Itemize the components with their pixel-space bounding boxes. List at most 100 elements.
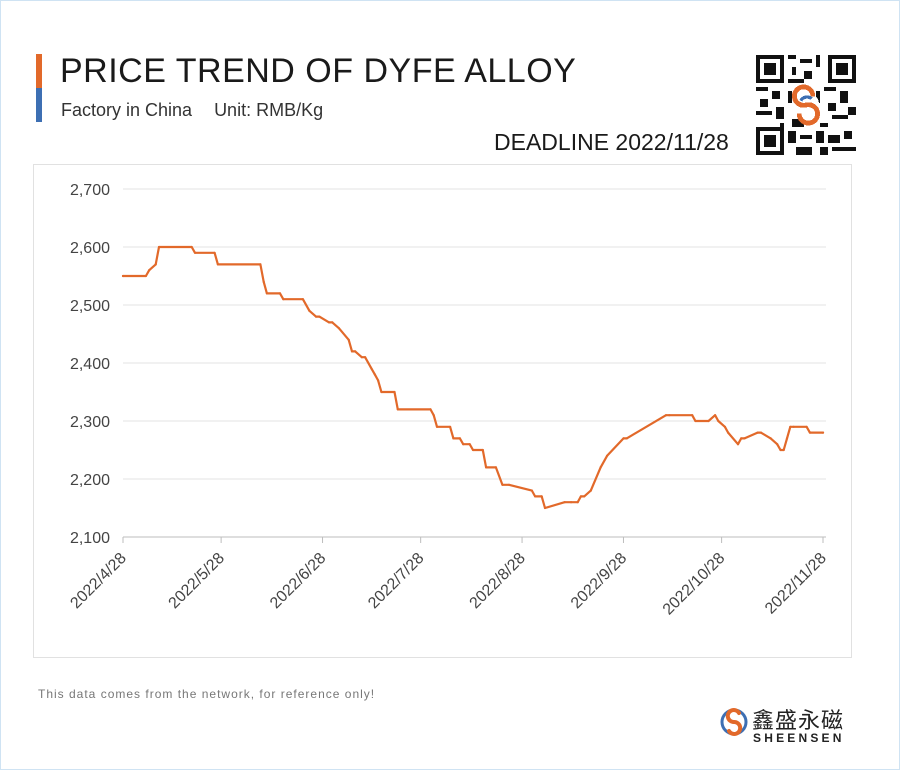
data-point <box>193 251 197 254</box>
y-tick-label: 2,400 <box>70 356 110 373</box>
x-tick-label: 2022/10/28 <box>660 550 729 619</box>
data-point <box>776 443 779 446</box>
x-tick-label: 2022/5/28 <box>166 550 228 612</box>
title-accent-bar <box>36 54 42 122</box>
data-point <box>821 431 825 434</box>
data-point <box>530 489 534 492</box>
data-point <box>664 414 668 417</box>
data-point <box>668 414 671 417</box>
qr-code-icon[interactable] <box>756 55 856 155</box>
data-point <box>360 356 363 359</box>
data-point <box>328 321 331 324</box>
data-point <box>694 419 697 423</box>
data-point <box>743 437 746 440</box>
data-point <box>707 419 710 423</box>
data-point <box>759 431 763 434</box>
data-point <box>259 263 262 266</box>
data-point <box>216 263 219 266</box>
data-point <box>468 443 471 446</box>
data-point <box>449 425 452 428</box>
logo-text-en: SHEENSEN <box>753 731 845 745</box>
data-point <box>452 437 455 440</box>
data-point <box>308 309 311 312</box>
data-point <box>736 443 740 446</box>
data-point <box>393 390 396 394</box>
data-point <box>121 274 125 278</box>
data-point <box>583 495 586 498</box>
x-tick-label: 2022/8/28 <box>467 550 529 612</box>
data-point <box>432 414 435 417</box>
data-point <box>354 350 357 353</box>
data-point <box>717 419 720 423</box>
y-axis-tick-labels: 2,100 2,200 2,300 2,400 2,500 2,600 2,700 <box>70 182 110 547</box>
data-point <box>805 425 808 428</box>
data-point <box>507 483 511 486</box>
data-point <box>144 274 147 278</box>
data-point <box>471 448 475 452</box>
y-tick-label: 2,700 <box>70 182 110 199</box>
gridlines <box>123 188 826 480</box>
series-layer <box>121 245 825 510</box>
data-point <box>570 501 573 504</box>
data-point <box>792 425 795 428</box>
deadline-label: DEADLINE 2022/11/28 <box>494 129 729 155</box>
data-point <box>278 292 282 295</box>
data-point <box>380 390 383 394</box>
data-point <box>589 489 592 492</box>
data-point <box>213 251 216 254</box>
sheensen-logo-icon <box>720 708 748 736</box>
data-point <box>265 292 268 295</box>
data-point <box>154 263 157 266</box>
data-point <box>377 379 380 382</box>
y-tick-label: 2,100 <box>70 530 110 547</box>
data-point <box>543 506 547 510</box>
y-tick-label: 2,200 <box>70 472 110 489</box>
data-point <box>622 437 625 440</box>
data-point <box>373 373 376 376</box>
data-point <box>157 245 161 249</box>
data-point <box>494 466 497 469</box>
data-point <box>331 321 334 324</box>
data-point <box>782 448 785 452</box>
data-point <box>691 414 694 417</box>
data-point <box>723 425 727 428</box>
data-point <box>540 495 543 498</box>
data-point <box>756 431 759 434</box>
data-point <box>282 298 285 301</box>
data-point <box>364 356 367 359</box>
data-point <box>148 269 151 272</box>
data-point <box>396 408 399 411</box>
data-point <box>350 350 354 353</box>
x-tick-label: 2022/11/28 <box>762 550 830 618</box>
data-point <box>458 437 461 440</box>
data-point <box>435 425 439 428</box>
y-tick-label: 2,600 <box>70 240 110 257</box>
data-point <box>190 245 193 249</box>
price-series-line <box>121 245 825 510</box>
unit-label: Unit: RMB/Kg <box>214 100 324 120</box>
factory-label: Factory in China <box>61 100 193 120</box>
data-source-note: This data comes from the network, for re… <box>38 687 376 701</box>
data-point <box>785 437 789 440</box>
data-point <box>347 338 350 341</box>
x-tick-label: 2022/6/28 <box>267 550 329 612</box>
data-point <box>534 495 537 498</box>
data-point <box>429 408 432 411</box>
x-tick-label: 2022/7/28 <box>365 550 427 612</box>
y-tick-label: 2,500 <box>70 298 110 315</box>
chart-title: PRICE TREND OF DYFE ALLOY <box>60 52 577 90</box>
data-point <box>485 466 488 469</box>
data-point <box>370 367 373 370</box>
data-point <box>579 495 583 498</box>
data-point <box>714 414 717 417</box>
x-tick-label: 2022/4/28 <box>67 550 129 612</box>
data-point <box>606 454 609 457</box>
data-point <box>625 437 628 440</box>
x-axis: 2022/4/28 2022/5/28 2022/6/28 2022/7/28 2022… <box>67 536 830 619</box>
data-point <box>789 425 792 428</box>
chart-subtitle: Factory in China Unit: RMB/Kg <box>61 100 323 121</box>
data-point <box>314 315 318 318</box>
data-point <box>337 327 340 330</box>
data-point <box>740 437 743 440</box>
data-point <box>501 483 504 486</box>
